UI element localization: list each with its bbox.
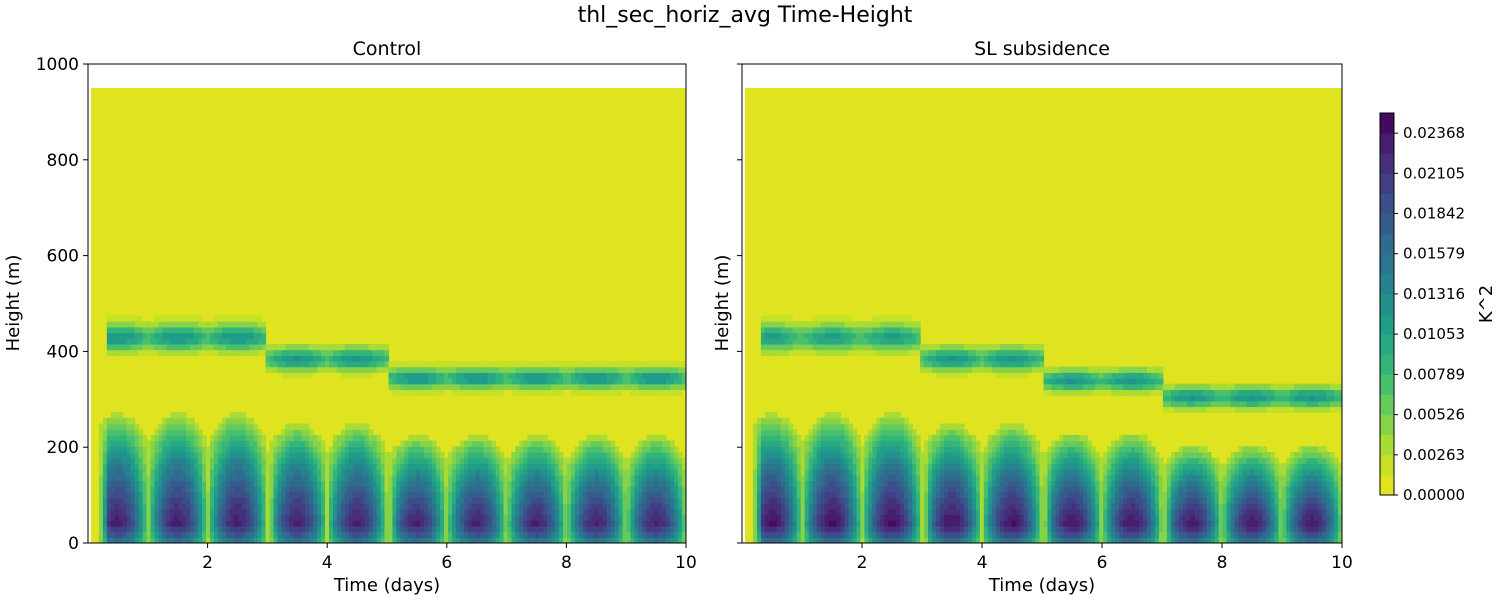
y-axis: 0 200 400 600 800 1000 xyxy=(36,55,88,554)
colorbar-step xyxy=(1380,334,1394,355)
colorbar-step xyxy=(1380,434,1394,456)
y-tick-label: 600 xyxy=(47,247,79,267)
panel-title: SL subsidence xyxy=(974,38,1110,60)
colorbar-label: K^2 xyxy=(1476,285,1497,323)
colorbar: 0.00000 0.00263 0.00526 0.00789 0.01053 0.013… xyxy=(1379,112,1497,504)
panel-sl-subsidence: SL subsidence 2 4 6 8 10 Time (days) Height … xyxy=(712,38,1353,596)
colorbar-tick-label: 0.00526 xyxy=(1403,406,1465,424)
panel-title: Control xyxy=(353,38,422,60)
colorbar-step xyxy=(1380,153,1394,174)
colorbar-step xyxy=(1380,354,1394,375)
x-tick-label: 10 xyxy=(675,553,697,573)
colorbar-step xyxy=(1380,253,1394,275)
colorbar-tick-label: 0.00000 xyxy=(1403,486,1465,504)
x-axis-label: Time (days) xyxy=(988,575,1095,596)
colorbar-step xyxy=(1380,454,1394,476)
colorbar-step xyxy=(1380,474,1394,496)
colorbar-step xyxy=(1380,133,1394,154)
colorbar-step xyxy=(1380,273,1394,295)
colorbar-step xyxy=(1380,394,1394,416)
colorbar-tick-label: 0.02105 xyxy=(1403,164,1465,182)
x-axis: 2 4 6 8 10 xyxy=(857,543,1353,573)
y-tick-label: 0 xyxy=(68,534,79,554)
x-tick-label: 8 xyxy=(1217,553,1228,573)
x-tick-label: 8 xyxy=(561,553,572,573)
colorbar-tick-label: 0.00263 xyxy=(1403,446,1465,464)
colorbar-step xyxy=(1380,233,1394,255)
y-tick-label: 1000 xyxy=(36,55,79,75)
x-tick-label: 2 xyxy=(202,553,213,573)
colorbar-step xyxy=(1380,293,1394,315)
x-axis-label: Time (days) xyxy=(333,575,440,596)
colorbar-tick-label: 0.01842 xyxy=(1403,205,1465,223)
colorbar-step xyxy=(1380,374,1394,395)
colorbar-step xyxy=(1380,113,1394,134)
heatmap-layer xyxy=(90,87,686,543)
heatmap-layer xyxy=(745,87,1342,543)
x-tick-label: 4 xyxy=(322,553,333,573)
y-tick-label: 800 xyxy=(47,151,79,171)
y-tick-label: 400 xyxy=(47,342,79,362)
x-tick-label: 6 xyxy=(441,553,452,573)
colorbar-tick-label: 0.01053 xyxy=(1403,325,1465,343)
figure-title: thl_sec_horiz_avg Time-Height xyxy=(578,3,913,28)
x-tick-label: 6 xyxy=(1097,553,1108,573)
y-axis xyxy=(737,63,742,544)
plot-frame xyxy=(741,63,1343,544)
x-tick-label: 10 xyxy=(1331,553,1353,573)
colorbar-step xyxy=(1380,193,1394,215)
x-axis: 2 4 6 8 10 xyxy=(202,543,697,573)
y-axis-label: Height (m) xyxy=(712,255,733,352)
colorbar-step xyxy=(1380,314,1394,335)
colorbar-step xyxy=(1380,213,1394,235)
y-axis-label: Height (m) xyxy=(3,255,24,352)
x-tick-label: 2 xyxy=(857,553,868,573)
colorbar-tick-label: 0.02368 xyxy=(1403,124,1465,142)
colorbar-steps xyxy=(1380,113,1394,496)
colorbar-tick-label: 0.00789 xyxy=(1403,365,1465,383)
x-tick-label: 4 xyxy=(977,553,988,573)
colorbar-frame xyxy=(1379,112,1395,496)
colorbar-ticks: 0.00000 0.00263 0.00526 0.00789 0.01053 0.013… xyxy=(1394,124,1465,504)
panel-control: Control 2 4 6 8 10 0 200 400 600 800 1000 Time (d… xyxy=(3,38,697,596)
colorbar-tick-label: 0.01316 xyxy=(1403,285,1465,303)
y-tick-label: 200 xyxy=(47,438,79,458)
colorbar-step xyxy=(1380,414,1394,436)
plot-frame xyxy=(87,63,687,544)
colorbar-step xyxy=(1380,173,1394,194)
colorbar-tick-label: 0.01579 xyxy=(1403,245,1465,263)
